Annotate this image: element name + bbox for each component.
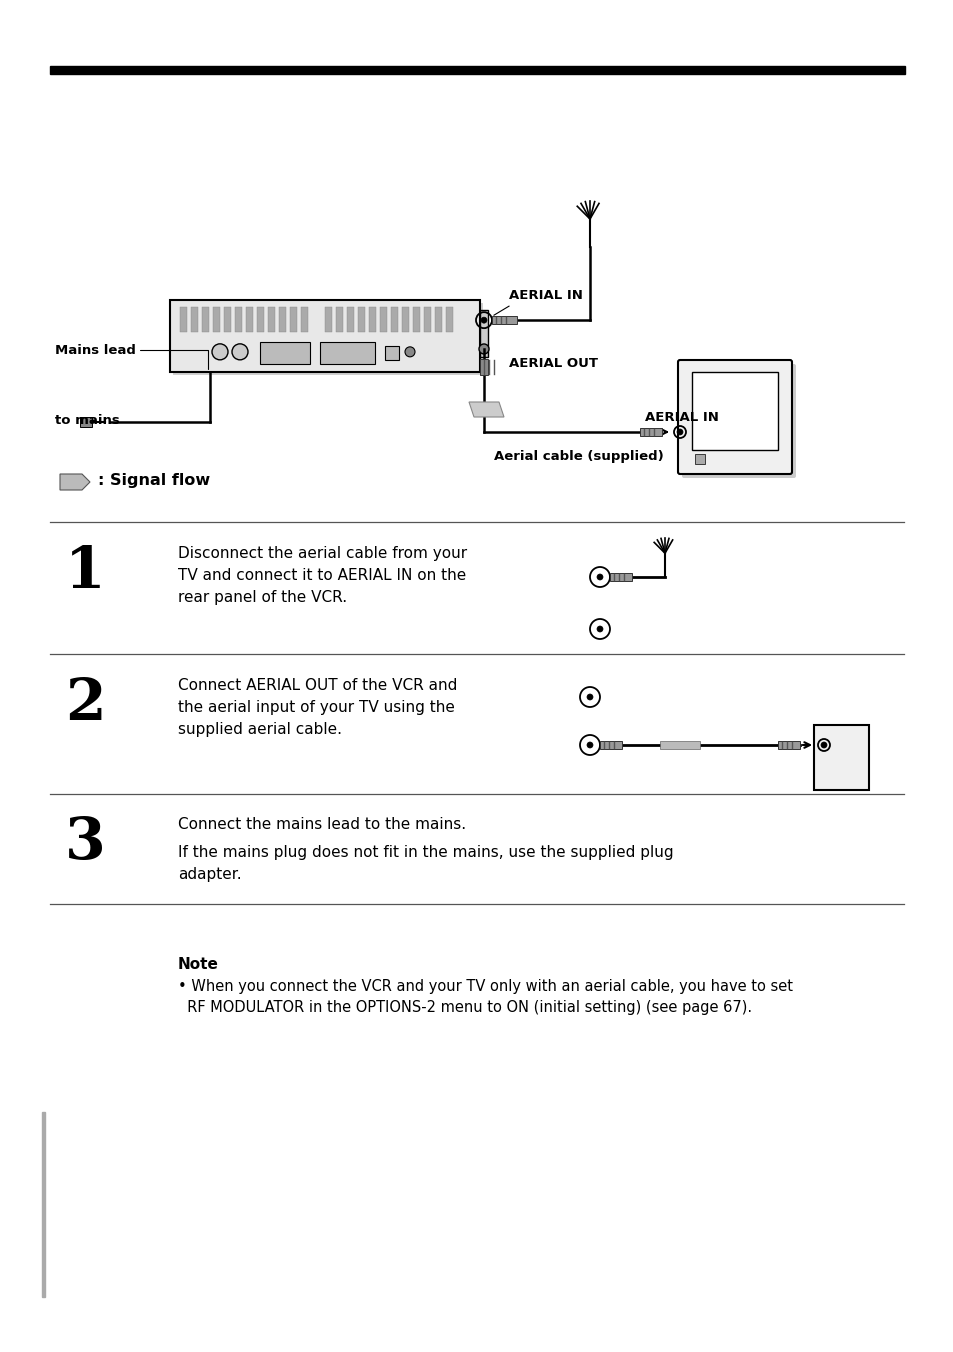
Circle shape	[405, 347, 415, 357]
Text: TV and connect it to AERIAL IN on the: TV and connect it to AERIAL IN on the	[178, 568, 466, 583]
Text: Note: Note	[178, 957, 218, 972]
Text: the aerial input of your TV using the: the aerial input of your TV using the	[178, 700, 455, 715]
Circle shape	[821, 742, 826, 748]
FancyBboxPatch shape	[681, 364, 795, 479]
Text: 1: 1	[65, 544, 106, 600]
Text: AERIAL IN: AERIAL IN	[644, 411, 719, 425]
Bar	[413, 307, 419, 333]
Text: • When you connect the VCR and your TV only with an aerial cable, you have to se: • When you connect the VCR and your TV o…	[178, 979, 792, 994]
Bar	[42, 1111, 45, 1297]
Circle shape	[586, 694, 593, 700]
Bar	[260, 342, 310, 364]
Bar	[335, 307, 343, 333]
Text: 2: 2	[65, 676, 106, 731]
Bar	[325, 307, 332, 333]
Bar	[435, 307, 441, 333]
Bar	[278, 307, 286, 333]
Circle shape	[597, 626, 602, 631]
Text: to mains: to mains	[55, 414, 120, 426]
Bar	[234, 307, 242, 333]
Bar	[202, 307, 209, 333]
Text: : Signal flow: : Signal flow	[98, 473, 210, 488]
Text: AERIAL OUT: AERIAL OUT	[509, 357, 598, 370]
Bar	[659, 741, 700, 749]
Text: Connect the mains lead to the mains.: Connect the mains lead to the mains.	[178, 817, 466, 831]
FancyBboxPatch shape	[813, 725, 868, 790]
Text: Aerial cable (supplied): Aerial cable (supplied)	[494, 450, 663, 462]
Bar	[246, 307, 253, 333]
Text: 3: 3	[65, 815, 106, 871]
Bar	[357, 307, 365, 333]
Text: Disconnect the aerial cable from your: Disconnect the aerial cable from your	[178, 546, 467, 561]
Circle shape	[586, 742, 593, 748]
Bar	[347, 307, 354, 333]
Bar	[599, 741, 621, 749]
Circle shape	[212, 343, 228, 360]
Bar	[180, 307, 187, 333]
Circle shape	[480, 318, 486, 323]
Bar	[50, 66, 904, 74]
Circle shape	[677, 429, 682, 435]
Bar	[691, 372, 778, 450]
FancyBboxPatch shape	[678, 360, 791, 475]
Text: Connect AERIAL OUT of the VCR and: Connect AERIAL OUT of the VCR and	[178, 677, 456, 694]
Bar	[401, 307, 409, 333]
Bar	[290, 307, 296, 333]
Text: rear panel of the VCR.: rear panel of the VCR.	[178, 589, 347, 604]
Bar	[256, 307, 264, 333]
Bar	[492, 316, 517, 324]
Bar	[268, 307, 274, 333]
Text: RF MODULATOR in the OPTIONS-2 menu to ON (initial setting) (see page 67).: RF MODULATOR in the OPTIONS-2 menu to ON…	[178, 1000, 751, 1015]
Bar	[479, 310, 488, 357]
Bar	[609, 573, 631, 581]
Circle shape	[478, 343, 489, 354]
Bar	[423, 307, 431, 333]
Text: Mains lead: Mains lead	[55, 343, 135, 357]
Bar	[191, 307, 198, 333]
Polygon shape	[60, 475, 90, 489]
Polygon shape	[469, 402, 503, 416]
Bar	[695, 454, 704, 464]
Bar	[385, 346, 398, 360]
Bar	[369, 307, 375, 333]
Bar	[379, 307, 387, 333]
Circle shape	[232, 343, 248, 360]
Text: adapter.: adapter.	[178, 867, 241, 882]
Bar	[224, 307, 231, 333]
Text: If the mains plug does not fit in the mains, use the supplied plug: If the mains plug does not fit in the ma…	[178, 845, 673, 860]
Bar	[391, 307, 397, 333]
Bar	[479, 360, 488, 375]
Bar	[446, 307, 453, 333]
Bar	[213, 307, 220, 333]
FancyBboxPatch shape	[170, 300, 479, 372]
Circle shape	[597, 575, 602, 580]
Text: AERIAL IN: AERIAL IN	[509, 289, 582, 301]
Bar	[301, 307, 308, 333]
FancyBboxPatch shape	[172, 303, 482, 375]
Text: supplied aerial cable.: supplied aerial cable.	[178, 722, 341, 737]
Bar	[80, 416, 91, 427]
Bar	[319, 342, 375, 364]
Bar	[639, 429, 661, 435]
Bar	[778, 741, 800, 749]
